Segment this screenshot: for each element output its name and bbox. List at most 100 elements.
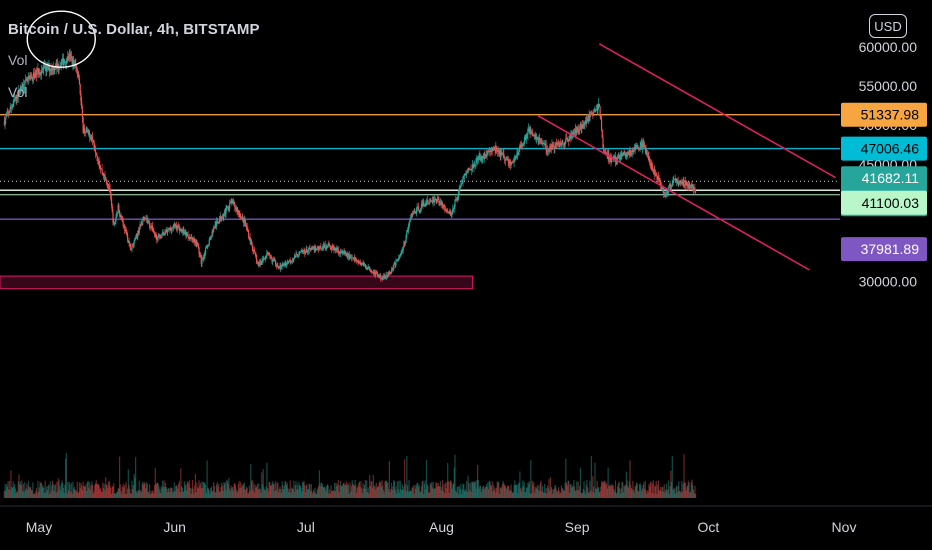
volume-bar [23,492,25,498]
volume-bar [654,486,657,498]
volume-bar [685,490,687,498]
candle [317,245,319,251]
price-level-tag[interactable] [841,102,927,127]
candle-body [46,66,48,72]
candle-body [647,153,649,157]
candle-body [365,266,367,269]
candle-body [332,247,334,248]
volume-bar [30,486,32,498]
candle [183,229,186,235]
candle [536,133,538,144]
candle-body [303,250,305,252]
candle-body [178,226,180,228]
price-level-tag[interactable] [841,136,927,161]
price-level-tag[interactable] [841,237,927,262]
candle [258,259,261,267]
candle [383,273,385,280]
candle [224,207,226,218]
volume-bar [53,490,55,498]
candle-body [347,253,349,258]
volume-indicator-label-1[interactable]: Vol [8,52,28,68]
candle-body [662,187,665,194]
volume-bar [533,492,536,498]
candle [681,178,683,186]
candle [232,198,234,204]
candle-body [685,180,687,183]
volume-bar [309,484,311,498]
candle-body [619,155,622,160]
candle [287,260,289,265]
candle-body [289,259,291,262]
volume-bar [495,492,497,498]
candle-body [379,276,381,278]
candle-body [442,205,444,208]
volume-bar [186,481,188,498]
candle-body [232,200,234,204]
volume-bar [524,492,526,498]
price-level-tag[interactable] [841,190,927,215]
candle [110,195,113,209]
volume-bar [145,482,148,498]
candle [118,203,120,213]
candle [67,52,70,61]
candle [362,260,364,267]
candle-body [98,161,100,166]
candle [297,255,299,259]
candle-body [16,97,19,99]
channel-lower-line[interactable] [537,115,810,271]
candle [382,273,385,281]
candle [384,272,386,280]
volume-bar [143,484,145,498]
candle-body [245,223,247,226]
support-zone[interactable] [0,275,474,290]
volume-bar [105,484,108,498]
volume-bar [339,485,341,498]
price-axis-area[interactable] [841,0,932,550]
candle-body [464,173,466,175]
candle-body [404,242,406,244]
candle [363,262,366,267]
candle-body [355,257,357,260]
candle-body [689,186,692,188]
candle-body [436,198,439,203]
candle [5,113,7,125]
candle-body [490,147,493,152]
volume-bar [35,491,37,498]
candle-body [35,70,37,78]
volume-bar [510,484,512,498]
candle [347,252,349,260]
candle-body [140,224,142,226]
channel-upper-line[interactable] [599,43,836,179]
candle-body [254,251,256,255]
candle-body [581,124,583,129]
volume-bar [427,486,429,498]
candle-body [78,73,80,78]
candle-body [170,227,172,230]
candle [407,224,409,235]
candle-body [396,259,398,262]
candle-body [562,142,564,144]
candle [590,111,592,117]
highlight-ellipse-annotation[interactable] [26,10,96,68]
volume-bar [89,489,92,498]
candle [688,180,690,191]
candle-body [174,223,176,226]
volume-bar [347,483,349,498]
volume-bar [468,490,471,498]
candle-body [605,152,607,154]
volume-indicator-label-2[interactable]: Vol [8,84,28,100]
candle [400,250,402,257]
currency-button[interactable]: USD [869,14,907,38]
candle [62,53,64,65]
volume-bar [165,487,167,498]
candle [163,228,165,236]
candle [280,262,282,273]
candle [333,244,335,254]
candle [306,246,308,253]
candle [565,134,567,145]
volume-bar [60,483,62,498]
candle-body [633,147,635,151]
candle-body [41,69,43,71]
